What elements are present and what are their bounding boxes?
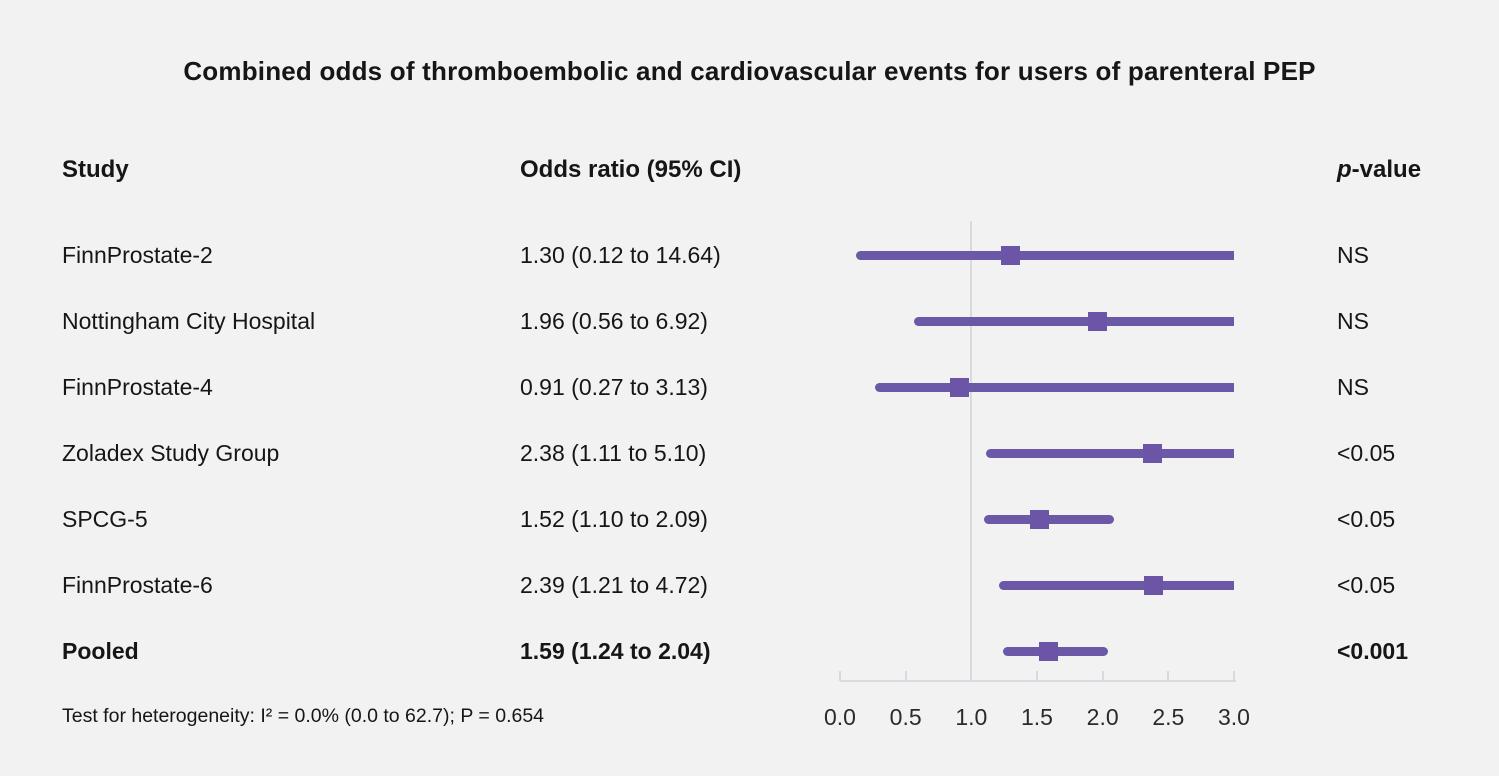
x-axis-tick [1233, 671, 1235, 681]
x-axis-tick [970, 671, 973, 681]
x-axis-tick-label: 1.0 [955, 704, 988, 730]
odds-ratio-value: 2.38 (1.11 to 5.10) [520, 439, 707, 466]
p-value: <0.05 [1337, 571, 1396, 598]
point-estimate-marker [1143, 443, 1163, 463]
study-name: FinnProstate-4 [62, 373, 213, 400]
x-axis-tick-label: 0.0 [824, 704, 856, 730]
point-estimate-marker [1039, 641, 1059, 661]
confidence-interval-line [913, 316, 1234, 326]
p-value-italic-p: p [1337, 156, 1352, 183]
p-value: NS [1337, 307, 1369, 334]
odds-ratio-value: 0.91 (0.27 to 3.13) [520, 373, 708, 400]
p-value: NS [1337, 373, 1369, 400]
reference-line-or-1 [970, 221, 973, 682]
x-axis-tick-label: 0.5 [889, 704, 922, 730]
study-name: FinnProstate-6 [62, 571, 213, 598]
study-name: FinnProstate-2 [62, 241, 213, 268]
p-value-suffix: -value [1351, 156, 1422, 183]
study-name: Nottingham City Hospital [62, 307, 316, 334]
p-value: <0.05 [1337, 439, 1396, 466]
p-value: <0.001 [1337, 637, 1408, 664]
x-axis-tick-label: 1.5 [1021, 704, 1053, 730]
confidence-interval-line [984, 514, 1115, 524]
confidence-interval-line [855, 250, 1234, 260]
confidence-interval-line [875, 382, 1234, 392]
point-estimate-marker [1087, 311, 1107, 331]
odds-ratio-value: 1.52 (1.10 to 2.09) [520, 505, 708, 532]
x-axis-tick [904, 671, 907, 681]
x-axis-tick-label: 2.5 [1152, 704, 1185, 730]
odds-ratio-value: 1.30 (0.12 to 14.64) [520, 241, 721, 268]
confidence-interval-line [985, 448, 1234, 458]
chart-title: Combined odds of thromboembolic and card… [183, 56, 1316, 86]
odds-ratio-value: 1.96 (0.56 to 6.92) [520, 307, 708, 334]
odds-ratio-value: 1.59 (1.24 to 2.04) [520, 637, 711, 664]
point-estimate-marker [1001, 245, 1021, 265]
x-axis-tick [1167, 671, 1170, 681]
point-estimate-marker [950, 377, 969, 397]
heterogeneity-note: Test for heterogeneity: I² = 0.0% (0.0 t… [62, 705, 545, 727]
odds-ratio-value: 2.39 (1.21 to 4.72) [520, 571, 708, 598]
column-header-odds-ratio: Odds ratio (95% CI) [520, 156, 742, 183]
x-axis-tick [1036, 671, 1038, 681]
study-name: Zoladex Study Group [62, 439, 280, 466]
p-value: NS [1337, 241, 1369, 268]
point-estimate-marker [1030, 509, 1050, 529]
p-value: <0.05 [1337, 505, 1396, 532]
x-axis-line [840, 680, 1236, 682]
confidence-interval-line [998, 580, 1234, 590]
x-axis-tick [1101, 671, 1104, 681]
x-axis-tick-label: 3.0 [1218, 704, 1250, 730]
x-axis-tick-label: 2.0 [1086, 704, 1119, 730]
study-name: SPCG-5 [62, 505, 148, 532]
point-estimate-marker [1144, 575, 1164, 595]
column-header-study: Study [62, 156, 129, 183]
column-header-p-value: p-value [1337, 156, 1421, 184]
x-axis-tick [839, 671, 841, 681]
study-name: Pooled [62, 637, 139, 664]
